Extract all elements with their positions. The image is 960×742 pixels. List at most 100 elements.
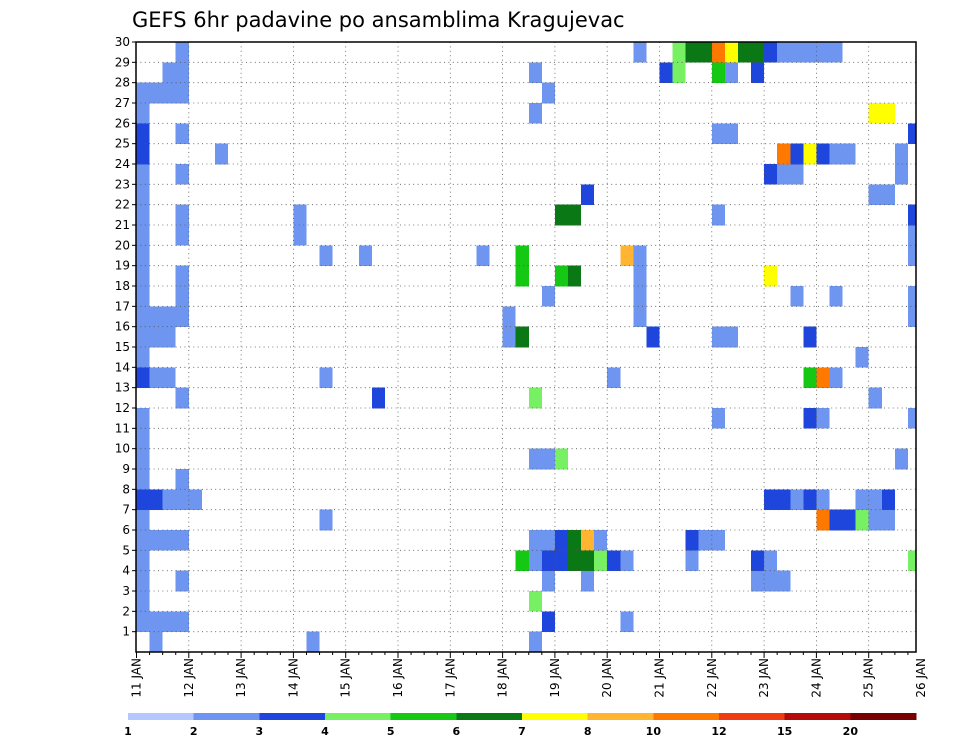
heatmap-cell <box>829 286 843 307</box>
heatmap-cell <box>515 245 529 266</box>
heatmap-cell <box>541 550 555 571</box>
heatmap-cell <box>528 550 542 571</box>
heatmap-cell <box>868 489 882 510</box>
y-tick-label: 18 <box>115 279 130 293</box>
legend-swatch <box>390 713 457 720</box>
heatmap-cell <box>162 489 176 510</box>
heatmap-cell <box>907 225 916 246</box>
heatmap-cell <box>293 225 307 246</box>
heatmap-cell <box>803 326 817 348</box>
heatmap-cell <box>136 326 150 348</box>
heatmap-cell <box>528 387 542 409</box>
heatmap-cell <box>162 530 176 551</box>
heatmap-cell <box>881 489 895 510</box>
heatmap-cell <box>620 245 634 266</box>
heatmap-cell <box>554 448 568 470</box>
heatmap-cell <box>293 204 307 226</box>
x-tick-label: 23 JAN <box>757 658 771 698</box>
heatmap-cell <box>136 286 150 307</box>
heatmap-cell <box>306 631 320 653</box>
heatmap-cell <box>136 469 150 490</box>
legend-swatch <box>587 713 654 720</box>
heatmap-cell <box>894 143 908 165</box>
heatmap-cell <box>175 82 189 104</box>
heatmap-cell <box>672 42 686 63</box>
y-tick-label: 21 <box>115 218 130 232</box>
heatmap-cell <box>724 326 738 348</box>
legend-swatch <box>128 713 194 720</box>
heatmap-cell <box>175 62 189 83</box>
heatmap-cell <box>371 387 385 409</box>
heatmap-cell <box>790 489 804 510</box>
heatmap-cell <box>554 550 568 571</box>
heatmap-cell <box>136 530 150 551</box>
heatmap-cell <box>790 143 804 165</box>
legend-label: 2 <box>190 725 198 738</box>
heatmap-cell <box>816 509 830 531</box>
heatmap-cell <box>162 306 176 327</box>
heatmap-cell <box>803 42 817 63</box>
y-tick-label: 29 <box>115 55 130 69</box>
heatmap-cell <box>685 42 699 63</box>
heatmap-cell <box>476 245 490 266</box>
x-tick-label: 13 JAN <box>234 658 248 698</box>
heatmap-cell <box>711 42 725 63</box>
heatmap-cell <box>136 225 150 246</box>
heatmap-cell <box>175 306 189 327</box>
y-tick-label: 10 <box>115 442 130 456</box>
heatmap-cell <box>894 164 908 185</box>
heatmap-cell <box>698 530 712 551</box>
heatmap-cell <box>136 265 150 287</box>
heatmap-cell <box>149 530 163 551</box>
heatmap-cell <box>567 530 582 551</box>
heatmap-cell <box>149 367 163 388</box>
heatmap-cell <box>581 550 595 571</box>
heatmap-cell <box>136 448 150 470</box>
heatmap-cell <box>319 509 333 531</box>
heatmap-cell <box>136 204 150 226</box>
heatmap-cell <box>803 408 817 429</box>
heatmap-cell <box>751 550 765 571</box>
heatmap-cell <box>907 408 916 429</box>
heatmap-cell <box>149 306 163 327</box>
heatmap-cell <box>855 347 869 368</box>
heatmap-cell <box>515 326 529 348</box>
x-tick-label: 21 JAN <box>653 658 667 698</box>
heatmap-cell <box>777 164 791 185</box>
heatmap-cell <box>175 164 189 185</box>
heatmap-cell <box>149 611 163 632</box>
heatmap-cell <box>136 489 150 510</box>
heatmap-cell <box>607 367 621 388</box>
y-tick-label: 28 <box>115 76 130 90</box>
heatmap-cell <box>319 245 333 266</box>
heatmap-cell <box>136 347 150 368</box>
heatmap-cell <box>136 611 150 632</box>
heatmap-cell <box>541 448 555 470</box>
x-tick-label: 24 JAN <box>809 658 823 698</box>
y-tick-label: 6 <box>122 523 130 537</box>
heatmap-cell <box>554 530 568 551</box>
heatmap-cell <box>175 387 189 409</box>
heatmap-cell <box>672 62 686 83</box>
heatmap-cell <box>633 286 647 307</box>
heatmap-cell <box>528 530 542 551</box>
heatmap-cell <box>816 143 830 165</box>
heatmap-cell <box>554 204 568 226</box>
heatmap-cell <box>136 428 150 449</box>
x-tick-label: 20 JAN <box>600 658 614 698</box>
legend-label: 15 <box>777 725 792 738</box>
legend-label: 3 <box>256 725 264 738</box>
y-tick-label: 11 <box>115 421 130 435</box>
x-tick-label: 25 JAN <box>862 658 876 698</box>
chart-title: GEFS 6hr padavine po ansamblima Kragujev… <box>132 8 625 32</box>
legend-label: 4 <box>321 725 329 738</box>
color-legend: 1 2 3 4 5 6 7 8 10 12 15 20 <box>124 713 917 738</box>
heatmap-cell <box>136 591 150 612</box>
heatmap-cell <box>515 265 529 287</box>
heatmap-cell <box>881 103 895 124</box>
heatmap-cell <box>881 509 895 531</box>
heatmap-cell <box>633 42 647 63</box>
heatmap-cell <box>724 62 738 83</box>
heatmap-cell <box>711 530 725 551</box>
heatmap-cell <box>633 306 647 327</box>
